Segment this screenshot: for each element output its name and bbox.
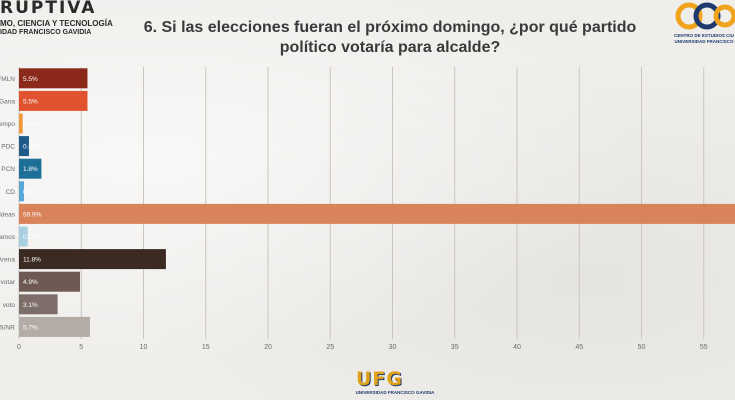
x-tick-label: 45 xyxy=(575,344,583,351)
y-category-label: PDC xyxy=(1,144,15,151)
bar xyxy=(19,226,28,247)
ruptiva-logo: RUPTIVA MO, CIENCIA Y TECNOLOGÍA IDAD FR… xyxy=(0,0,113,44)
x-tick-label: 0 xyxy=(17,344,21,351)
bar xyxy=(19,90,88,111)
data-label: 0.4% xyxy=(23,189,38,196)
y-category-label: Arena xyxy=(0,257,15,264)
data-label: 0.7% xyxy=(23,234,38,241)
bar xyxy=(19,294,58,315)
x-tick-label: 40 xyxy=(513,344,521,351)
ufg-subtitle: UNIVERSIDAD FRANCISCO GAVIDIA xyxy=(355,390,435,395)
y-category-label: Gana xyxy=(0,98,15,105)
y-category-label: FMLN xyxy=(0,76,15,83)
ruptiva-tagline: MO, CIENCIA Y TECNOLOGÍA xyxy=(0,19,113,28)
x-tick-label: 30 xyxy=(389,344,397,351)
chart-title-line1: 6. Si las elecciones fueran el próximo d… xyxy=(143,19,637,36)
y-category-label: votar xyxy=(1,279,16,286)
y-category-label: Ideas xyxy=(0,211,16,218)
x-tick-label: 35 xyxy=(451,344,459,351)
x-tick-label: 20 xyxy=(264,344,272,351)
data-label: 1.8% xyxy=(23,166,38,173)
y-category-label: S/NR xyxy=(0,324,15,331)
x-tick-label: 10 xyxy=(140,344,148,351)
data-label: 4.9% xyxy=(23,279,38,286)
ruptiva-university: IDAD FRANCISCO GAVIDIA xyxy=(0,29,92,36)
cec-logo: CENTRO DE ESTUDIOS CIU UNIVERSIDAD FRANC… xyxy=(673,0,735,48)
ruptiva-brand: RUPTIVA xyxy=(0,0,97,18)
bar xyxy=(19,316,90,337)
x-tick-label: 5 xyxy=(79,344,83,351)
bar xyxy=(19,136,29,157)
chart-title-line2: político votaría para alcalde? xyxy=(279,39,501,56)
data-label: 11.8% xyxy=(23,257,41,264)
y-category-label: amos xyxy=(0,234,16,241)
bar xyxy=(19,68,88,89)
x-tick-label: 15 xyxy=(202,344,210,351)
bar xyxy=(19,158,42,179)
data-label: 3.1% xyxy=(23,302,38,309)
bar xyxy=(19,181,24,202)
cec-logo-line1: CENTRO DE ESTUDIOS CIU xyxy=(674,33,734,38)
data-label: 5.7% xyxy=(23,324,38,331)
x-tick-label: 55 xyxy=(700,344,708,351)
y-category-label: CD xyxy=(6,189,16,196)
data-label: 5.5% xyxy=(23,76,38,83)
cec-logo-icon xyxy=(675,2,735,30)
y-category-label: empo xyxy=(0,121,15,128)
ufg-mark: UFG xyxy=(356,368,404,390)
cec-logo-line2: UNIVERSIDAD FRANCISCO xyxy=(674,39,734,44)
bar xyxy=(19,271,81,292)
chart-title: 6. Si las elecciones fueran el próximo d… xyxy=(110,18,670,58)
data-label: 5.5% xyxy=(23,98,38,105)
bar xyxy=(19,203,735,224)
x-tick-label: 25 xyxy=(326,344,334,351)
data-label: 0.8% xyxy=(23,144,38,151)
bar xyxy=(19,113,23,134)
y-category-label: PCN xyxy=(1,166,15,173)
data-label: 0.3% xyxy=(23,121,38,128)
y-category-label: voto xyxy=(3,302,16,309)
ufg-logo: UFG UNIVERSIDAD FRANCISCO GAVIDIA xyxy=(340,368,450,398)
data-label: 59.9% xyxy=(23,211,42,218)
bar xyxy=(19,249,166,270)
x-tick-label: 50 xyxy=(638,344,646,351)
